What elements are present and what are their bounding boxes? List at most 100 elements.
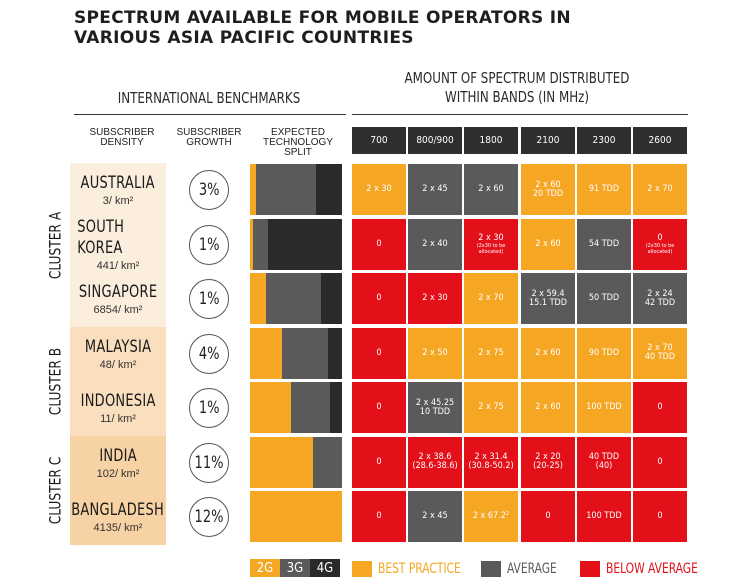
tech-split-bar-australia (250, 164, 342, 215)
country-name: SINGAPORE (78, 282, 158, 303)
spectrum-value: 0 (657, 456, 663, 467)
country-name: MALAYSIA (84, 336, 152, 357)
spectrum-cell-australia-800-900: 2 x 45 (408, 164, 462, 215)
legend-average-label: AVERAGE (507, 561, 557, 577)
tech-split-bar-indonesia (250, 382, 342, 433)
country-cell-south-korea: SOUTH KOREA 441/ km² (70, 217, 166, 273)
band-header-2100: 2100 (521, 127, 575, 154)
country-cell-bangladesh: BANGLADESH 4135/ km² (70, 490, 166, 545)
spectrum-value-text: 2 x 30 (422, 293, 448, 303)
spectrum-value: 2 x 38.6 (28.6-38.6) (412, 453, 457, 471)
subscriber-growth-value: 1% (198, 289, 220, 309)
spectrum-value: 0 (545, 512, 550, 521)
subscriber-density: 6854/ km² (93, 304, 143, 317)
spectrum-value: 0 (376, 512, 381, 521)
spectrum-value-note: (2x30 to be allocated) (476, 242, 506, 255)
spectrum-value-text: 0 (657, 402, 663, 412)
subscriber-density: 11/ km² (100, 413, 136, 426)
spectrum-value-text: 0 (545, 511, 551, 521)
spectrum-value: 2 x 45 (422, 185, 447, 194)
spectrum-value: 2 x 60 (478, 185, 503, 194)
spectrum-cell-singapore-2100: 2 x 59.4 15.1 TDD (521, 273, 575, 324)
spectrum-cell-singapore-2300: 50 TDD (577, 273, 631, 324)
subscriber-density: 102/ km² (96, 467, 140, 480)
spectrum-cell-bangladesh-2300: 100 TDD (577, 491, 631, 542)
tech-split-bar-bangladesh (250, 491, 342, 542)
spectrum-cell-australia-700: 2 x 30 (352, 164, 406, 215)
spectrum-value-text: 2 x 31.4 (30.8-50.2) (468, 452, 514, 471)
spectrum-value: 0 (657, 403, 662, 412)
spectrum-value: 2 x 45 (422, 512, 447, 521)
spectrum-value: 2 x 59.4 15.1 TDD (529, 289, 567, 308)
split-column-header: EXPECTED TECHNOLOGY SPLIT (262, 127, 333, 158)
country-name: INDONESIA (80, 391, 156, 412)
spectrum-value-text: 2 x 60 (535, 347, 561, 358)
tech-split-3g (312, 436, 342, 488)
tech-legend-4g: 4G (310, 559, 340, 577)
subscriber-growth-value: 1% (198, 234, 220, 255)
spectrum-value-text: 54 TDD (588, 238, 620, 249)
spectrum-value-text: 100 TDD (586, 511, 622, 521)
tech-split-3g (265, 273, 321, 324)
spectrum-value-text: 0 (376, 238, 382, 249)
country-name: SOUTH KOREA (77, 217, 125, 259)
spectrum-cell-indonesia-1800: 2 x 75 (464, 382, 518, 433)
spectrum-value-text: 2 x 45.25 10 TDD (415, 397, 455, 417)
spectrum-cell-bangladesh-700: 0 (352, 491, 406, 542)
spectrum-value: 2 x 50 (422, 348, 447, 358)
spectrum-value-text: 0 (376, 347, 382, 358)
spectrum-value: 2 x 60 20 TDD (533, 180, 563, 199)
subscriber-growth-circle: 4% (189, 333, 229, 374)
spectrum-value: 2 x 60 (535, 239, 560, 249)
spectrum-value: 2 x 60 (535, 403, 560, 412)
spectrum-value: 2 x 70 (478, 294, 503, 303)
tech-split-bar-malaysia (250, 327, 342, 379)
spectrum-value: 100 TDD (586, 512, 621, 521)
legend-best-label: BEST PRACTICE (378, 561, 461, 577)
country-cell-indonesia: INDONESIA 11/ km² (70, 381, 166, 436)
spectrum-cell-singapore-700: 0 (352, 273, 406, 324)
spectrum-cell-indonesia-700: 0 (352, 382, 406, 433)
spectrum-cell-indonesia-800-900: 2 x 45.25 10 TDD (408, 382, 462, 433)
subscriber-density: 441/ km² (96, 260, 140, 273)
spectrum-value: 50 TDD (589, 294, 619, 303)
subscriber-density: 48/ km² (99, 358, 137, 371)
subscriber-growth-value: 12% (194, 507, 224, 527)
spectrum-cell-indonesia-2100: 2 x 60 (521, 382, 575, 433)
legend-average-swatch (481, 561, 501, 577)
spectrum-cell-south-korea-2300: 54 TDD (577, 218, 631, 270)
spectrum-cell-india-2100: 2 x 20 (20-25) (521, 436, 575, 488)
spectrum-value-text: 2 x 30 (366, 184, 392, 194)
spectrum-cell-bangladesh-800-900: 2 x 45 (408, 491, 462, 542)
spectrum-value: 100 TDD (586, 403, 621, 412)
spectrum-value-text: 0 (376, 402, 382, 412)
density-column-header: SUBSCRIBER DENSITY (89, 127, 155, 148)
country-name: BANGLADESH (71, 500, 165, 521)
spectrum-cell-malaysia-2300: 90 TDD (577, 327, 631, 379)
spectrum-value-text: 2 x 60 (535, 402, 561, 412)
spectrum-value: 2 x 67.2² (473, 512, 509, 521)
spectrum-cell-singapore-2600: 2 x 24 42 TDD (633, 273, 687, 324)
spectrum-value-text: 2 x 75 (478, 347, 504, 358)
tech-split-3g (256, 164, 317, 215)
spectrum-cell-south-korea-2100: 2 x 60 (521, 218, 575, 270)
spectrum-value-text: 0 (657, 456, 663, 467)
spectrum-cell-india-2600: 0 (633, 436, 687, 488)
tech-split-4g (268, 218, 342, 270)
spectrum-value-text: 2 x 75 (478, 402, 504, 412)
subscriber-growth-circle: 1% (189, 279, 229, 319)
tech-split-2g (250, 327, 283, 379)
spectrum-cell-south-korea-800-900: 2 x 40 (408, 218, 462, 270)
spectrum-value-text: 100 TDD (586, 402, 622, 412)
spectrum-value: 0 (657, 512, 662, 521)
tech-split-3g (282, 327, 329, 379)
tech-split-bar-india (250, 436, 342, 488)
country-cell-singapore: SINGAPORE 6854/ km² (70, 272, 166, 327)
band-header-2300: 2300 (577, 127, 631, 154)
spectrum-value-text: 0 (657, 511, 663, 521)
spectrum-value: 2 x 24 42 TDD (645, 289, 675, 308)
spectrum-cell-india-700: 0 (352, 436, 406, 488)
spectrum-value-text: 91 TDD (588, 184, 620, 194)
spectrum-cell-malaysia-2100: 2 x 60 (521, 327, 575, 379)
